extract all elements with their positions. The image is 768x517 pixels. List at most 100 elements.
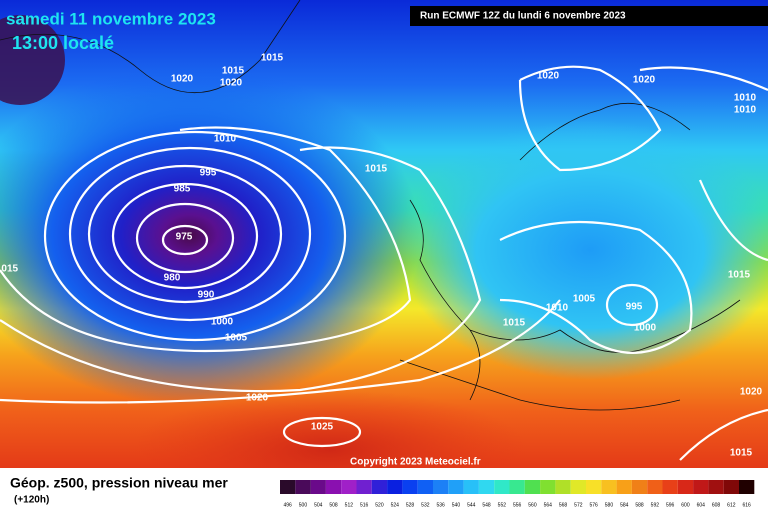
colorbar-cell	[509, 480, 525, 494]
colorbar-cell	[280, 480, 296, 494]
colorbar-label: 536	[436, 502, 445, 508]
colorbar-cell	[631, 480, 648, 494]
isobar-label: 1015	[0, 264, 19, 275]
colorbar-label: 616	[742, 502, 751, 508]
isobar-label: 1010	[214, 134, 237, 145]
isobars	[0, 65, 768, 461]
isobar-label: 975	[176, 232, 193, 243]
isobar-label: 1020	[537, 71, 560, 82]
colorbar-label: 532	[421, 502, 430, 508]
colorbar-cell	[555, 480, 571, 494]
time-title: 13:00 localé	[12, 33, 114, 53]
isobar-label: 1025	[311, 422, 334, 433]
legend-subtitle: (+120h)	[14, 495, 49, 506]
colorbar-label: 512	[345, 502, 354, 508]
colorbar-label: 524	[391, 502, 400, 508]
colorbar-cell	[540, 480, 556, 494]
isobar-label: 1010	[546, 303, 569, 314]
cold-core	[0, 15, 65, 105]
colorbar-cell	[433, 480, 449, 494]
colorbar-label: 596	[666, 502, 675, 508]
isobar-label: 1010	[734, 93, 757, 104]
colorbar-label: 548	[482, 502, 491, 508]
isobar-label: 1015	[222, 66, 245, 77]
colorbar-cell	[387, 480, 403, 494]
colorbar-cell	[616, 480, 632, 494]
colorbar-cell	[463, 480, 479, 494]
isobar-label: 995	[200, 168, 217, 179]
colorbar-label: 508	[329, 502, 338, 508]
colorbar-cell	[341, 480, 357, 494]
colorbar-cell	[662, 480, 678, 494]
colorbar-cell	[310, 480, 326, 494]
colorbar-label: 560	[528, 502, 537, 508]
colorbar-cell	[586, 480, 602, 494]
isobar-label: 1015	[261, 53, 284, 64]
isobar-label: 1000	[634, 323, 657, 334]
colorbar-cell	[570, 480, 586, 494]
colorbar-label: 572	[574, 502, 583, 508]
isobar-label: 1010	[734, 105, 757, 116]
colorbar-cell	[417, 480, 433, 494]
colorbar-label: 556	[513, 502, 522, 508]
colorbar-cell	[601, 480, 617, 494]
colorbar-cell	[325, 480, 342, 494]
isobar-label: 995	[626, 302, 643, 313]
colorbar-label: 608	[712, 502, 721, 508]
colorbar-cell	[356, 480, 372, 494]
colorbar-label: 576	[589, 502, 598, 508]
colorbar-label: 600	[681, 502, 690, 508]
colorbar-label: 496	[283, 502, 292, 508]
colorbar-label: 540	[452, 502, 461, 508]
run-banner	[410, 6, 768, 26]
colorbar-label: 584	[620, 502, 629, 508]
colorbar-cell	[708, 480, 724, 494]
colorbar-label: 580	[605, 502, 614, 508]
isobar-label: 1005	[225, 333, 248, 344]
isobar-label: 980	[164, 273, 181, 284]
colorbar-label: 500	[299, 502, 308, 508]
isobar-label: 990	[198, 290, 215, 301]
colorbar-label: 568	[559, 502, 568, 508]
coastline	[0, 0, 741, 411]
run-info: Run ECMWF 12Z du lundi 6 novembre 2023	[420, 11, 626, 22]
colorbar-label: 564	[544, 502, 553, 508]
colorbar-cell	[494, 480, 510, 494]
isobar-label: 1020	[740, 387, 763, 398]
isobar-label: 1020	[246, 393, 269, 404]
isobar-label: 1015	[365, 164, 388, 175]
colorbar-cell	[739, 480, 755, 494]
colorbar-cell	[402, 480, 418, 494]
isobar-label: 1015	[728, 270, 751, 281]
colorbar-cell	[647, 480, 663, 494]
trough-area	[400, 120, 768, 380]
colorbar-cell	[693, 480, 709, 494]
colorbar-cell	[448, 480, 464, 494]
colorbar-label: 520	[375, 502, 384, 508]
isobar-label: 985	[174, 184, 191, 195]
colorbar-cell	[478, 480, 495, 494]
isobar-label: 1020	[220, 78, 243, 89]
isobar-label: 1005	[573, 294, 596, 305]
colorbar-cell	[524, 480, 541, 494]
colorbar-label: 516	[360, 502, 369, 508]
colorbar-label: 544	[467, 502, 476, 508]
colorbar-label: 528	[406, 502, 415, 508]
copyright: Copyright 2023 Meteociel.fr	[350, 457, 481, 468]
colorbar-label: 588	[635, 502, 644, 508]
isobar-label: 1000	[211, 317, 234, 328]
legend-title: Géop. z500, pression niveau mer	[10, 475, 228, 491]
date-title: samedi 11 novembre 2023	[6, 9, 216, 28]
colorbar-label: 592	[651, 502, 660, 508]
colorbar-cell	[371, 480, 388, 494]
isobar-label: 1015	[503, 318, 526, 329]
colorbar-label: 552	[498, 502, 507, 508]
isobar-label: 1015	[730, 448, 753, 459]
colorbar-label: 504	[314, 502, 323, 508]
isobar-label: 1020	[633, 75, 656, 86]
colorbar-cell	[295, 480, 311, 494]
colorbar-label: 612	[727, 502, 736, 508]
colorbar-label: 604	[697, 502, 706, 508]
colorbar-cell	[723, 480, 739, 494]
